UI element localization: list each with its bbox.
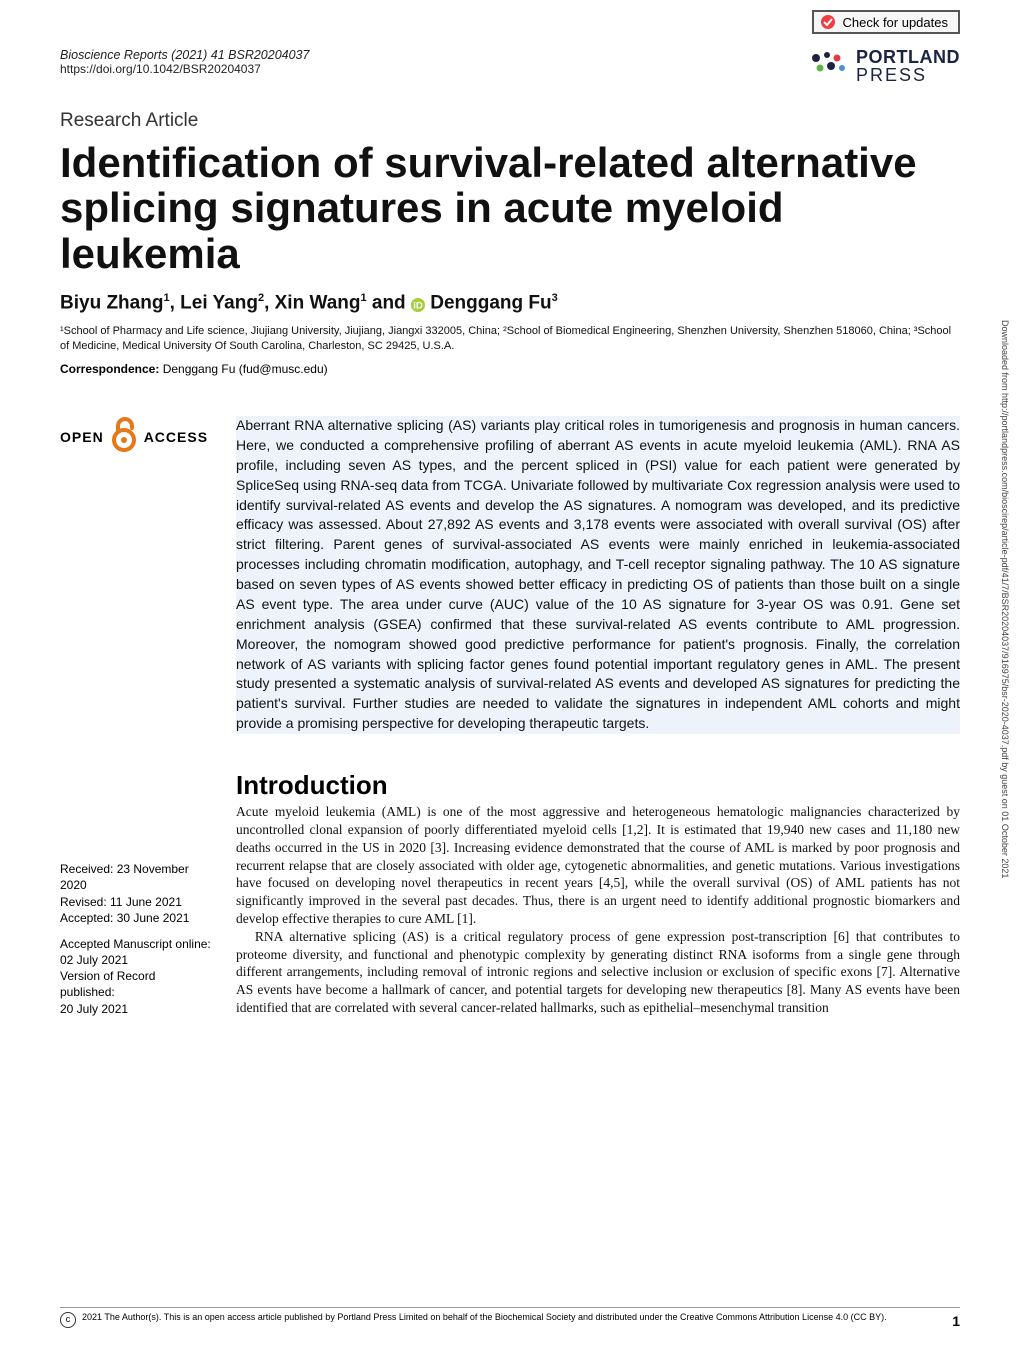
date-vor: 20 July 2021 bbox=[60, 1001, 212, 1017]
article-title: Identification of survival-related alter… bbox=[60, 140, 960, 276]
open-access-access: ACCESS bbox=[144, 429, 208, 445]
correspondence-label: Correspondence: bbox=[60, 362, 159, 376]
publisher-name: PORTLAND bbox=[856, 48, 960, 66]
article-type: Research Article bbox=[60, 110, 960, 132]
orcid-icon[interactable]: iD bbox=[411, 296, 425, 310]
intro-body: Acute myeloid leukemia (AML) is one of t… bbox=[236, 803, 960, 1017]
author-2: Lei Yang bbox=[180, 292, 258, 313]
check-updates-badge[interactable]: Check for updates bbox=[812, 10, 960, 34]
check-updates-text: Check for updates bbox=[842, 15, 948, 30]
author-4: Denggang Fu bbox=[430, 292, 551, 313]
publisher-sub: PRESS bbox=[856, 66, 960, 84]
open-access-badge: OPEN ACCESS bbox=[60, 416, 212, 457]
footer-license-text: 2021 The Author(s). This is an open acce… bbox=[82, 1312, 887, 1324]
page-number: 1 bbox=[952, 1312, 960, 1330]
svg-text:iD: iD bbox=[413, 301, 423, 312]
article-dates: Received: 23 November 2020 Revised: 11 J… bbox=[60, 861, 212, 1017]
author-3: Xin Wang bbox=[275, 292, 361, 313]
correspondence: Correspondence: Denggang Fu (fud@musc.ed… bbox=[60, 362, 960, 376]
abstract: Aberrant RNA alternative splicing (AS) v… bbox=[236, 416, 960, 734]
intro-heading: Introduction bbox=[236, 770, 960, 801]
crossmark-icon bbox=[820, 14, 836, 30]
correspondence-text: Denggang Fu (fud@musc.edu) bbox=[159, 362, 327, 376]
intro-p1: Acute myeloid leukemia (AML) is one of t… bbox=[236, 803, 960, 928]
affiliations: ¹School of Pharmacy and Life science, Ji… bbox=[60, 324, 960, 354]
cc-icon: c bbox=[60, 1312, 76, 1328]
journal-citation-text: Bioscience Reports (2021) 41 BSR20204037 bbox=[60, 48, 309, 62]
page-footer: c 2021 The Author(s). This is an open ac… bbox=[60, 1307, 960, 1330]
date-accepted: Accepted: 30 June 2021 bbox=[60, 910, 212, 926]
journal-citation: Bioscience Reports (2021) 41 BSR20204037… bbox=[60, 48, 309, 76]
authors-line: Biyu Zhang1, Lei Yang2, Xin Wang1 and iD… bbox=[60, 292, 960, 314]
date-accepted-online: 02 July 2021 bbox=[60, 952, 212, 968]
doi-link[interactable]: https://doi.org/10.1042/BSR20204037 bbox=[60, 62, 309, 76]
author-1: Biyu Zhang bbox=[60, 292, 163, 313]
date-received: Received: 23 November 2020 bbox=[60, 861, 212, 893]
publisher-logo-dots bbox=[810, 50, 850, 83]
open-access-open: OPEN bbox=[60, 429, 104, 445]
date-accepted-online-label: Accepted Manuscript online: bbox=[60, 936, 212, 952]
publisher-logo: PORTLAND PRESS bbox=[810, 48, 960, 84]
date-vor-label: Version of Record published: bbox=[60, 968, 212, 1000]
open-lock-icon bbox=[110, 416, 138, 457]
date-revised: Revised: 11 June 2021 bbox=[60, 894, 212, 910]
intro-p2: RNA alternative splicing (AS) is a criti… bbox=[236, 928, 960, 1017]
download-watermark: Downloaded from http://portlandpress.com… bbox=[1000, 320, 1010, 1020]
